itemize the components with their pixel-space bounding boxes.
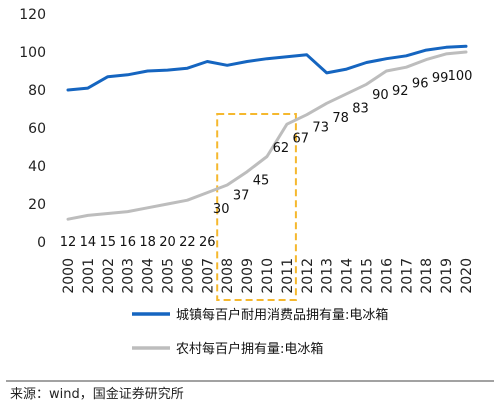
data-label: 20 <box>159 235 176 250</box>
x-tick-label: 2020 <box>459 258 475 294</box>
y-tick-label: 80 <box>28 83 46 99</box>
data-label: 90 <box>372 88 389 103</box>
x-tick-label: 2002 <box>101 258 117 294</box>
x-tick-label: 2012 <box>300 258 316 294</box>
y-tick-label: 100 <box>19 45 46 61</box>
x-tick-label: 2015 <box>360 258 376 294</box>
data-label: 18 <box>139 235 156 250</box>
y-tick-label: 60 <box>28 121 46 137</box>
data-label: 30 <box>213 202 230 217</box>
x-tick-label: 2018 <box>419 258 435 294</box>
data-label: 16 <box>119 235 136 250</box>
x-tick-label: 2019 <box>439 258 455 294</box>
data-label: 62 <box>273 141 290 156</box>
data-label: 37 <box>233 189 250 204</box>
x-tick-label: 2005 <box>161 258 177 294</box>
x-axis: 2000 2001 2002 2003 2004 2005 2006 2007 2008 2009… <box>61 258 475 294</box>
x-tick-label: 2000 <box>61 258 77 294</box>
data-label: 14 <box>80 235 97 250</box>
highlight-box <box>216 113 297 301</box>
x-tick-label: 2003 <box>121 258 137 294</box>
x-tick-label: 2007 <box>200 258 216 294</box>
x-tick-label: 2017 <box>399 258 415 294</box>
x-tick-label: 2010 <box>260 258 276 294</box>
x-tick-label: 2016 <box>379 258 395 294</box>
data-label: 99 <box>432 71 449 86</box>
x-tick-label: 2001 <box>81 258 97 294</box>
data-label: 92 <box>392 84 409 99</box>
x-tick-label: 2014 <box>340 258 356 294</box>
y-tick-label: 120 <box>19 7 46 23</box>
series-lines <box>66 44 468 221</box>
data-label: 67 <box>293 132 310 147</box>
data-label: 73 <box>312 120 329 135</box>
data-label: 83 <box>352 101 369 116</box>
data-label: 15 <box>100 235 117 250</box>
data-label: 78 <box>332 111 349 126</box>
highlight-dashed-box <box>216 113 297 301</box>
y-tick-label: 0 <box>37 235 46 251</box>
data-label: 45 <box>253 174 270 189</box>
data-label: 100 <box>448 69 473 84</box>
x-tick-label: 2004 <box>141 258 157 294</box>
legend-label: 城镇每百户耐用消费品拥有量:电冰箱 <box>176 307 388 323</box>
data-label: 22 <box>179 235 196 250</box>
series-line-0 <box>66 44 468 92</box>
x-tick-label: 2008 <box>220 258 236 294</box>
series-line-1 <box>66 50 468 221</box>
x-tick-label: 2009 <box>240 258 256 294</box>
y-tick-label: 20 <box>28 197 46 213</box>
data-label: 12 <box>60 235 77 250</box>
data-label: 26 <box>199 235 216 250</box>
source-note: 来源：wind，国金证券研究所 <box>10 386 184 402</box>
x-tick-label: 2011 <box>280 258 296 294</box>
x-tick-label: 2013 <box>320 258 336 294</box>
data-label: 96 <box>412 77 429 92</box>
y-tick-label: 40 <box>28 159 46 175</box>
x-tick-label: 2006 <box>180 258 196 294</box>
y-axis: 0 20 40 60 80 100 120 <box>19 7 46 251</box>
legend-label: 农村每百户拥有量:电冰箱 <box>176 341 323 357</box>
